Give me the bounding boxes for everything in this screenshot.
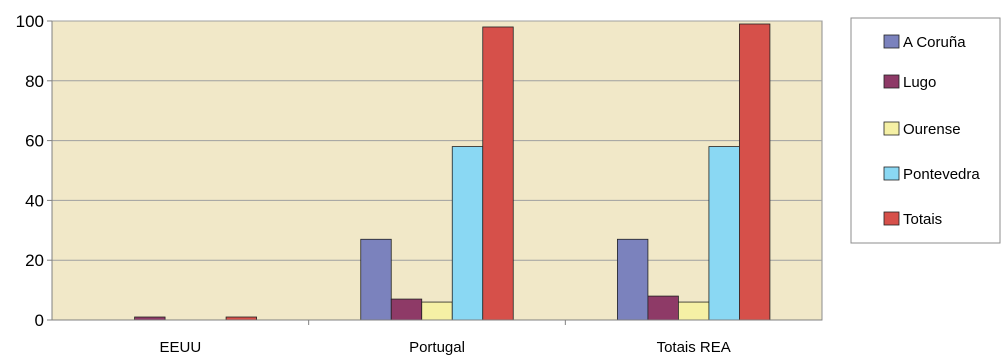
plot-background: [51, 20, 823, 321]
x-tick-label: EEUU: [159, 339, 201, 356]
y-tick-label: 20: [25, 251, 44, 270]
legend-label: Lugo: [903, 74, 936, 91]
axes: 0 20 40 60 80 100 EEUU Portugal Totais REA: [16, 12, 822, 356]
x-tick-label: Totais REA: [657, 339, 731, 356]
bar-ourense-totais-rea: [678, 301, 710, 321]
bar-pontevedra-portugal: [451, 146, 484, 321]
legend-label: A Coruña: [903, 34, 966, 51]
x-tick-label: Portugal: [409, 339, 465, 356]
bar-a-coru-a-totais-rea: [617, 238, 649, 321]
legend-label: Totais: [903, 211, 942, 228]
bar-a-coru-a-portugal: [360, 238, 392, 321]
legend-swatch: [883, 166, 900, 181]
y-tick-label: 60: [25, 132, 44, 151]
legend: A Coruña Lugo Ourense Pontevedra Totais: [850, 17, 1001, 244]
y-tick-label: 100: [16, 12, 44, 31]
legend-swatch: [883, 121, 900, 136]
plot-area: [51, 20, 823, 321]
y-tick-label: 40: [25, 191, 44, 210]
bar-totais-portugal: [482, 26, 514, 321]
legend-label: Ourense: [903, 121, 961, 138]
legend-label: Pontevedra: [903, 166, 980, 183]
y-tick-label: 0: [35, 311, 44, 330]
bar-ourense-portugal: [421, 301, 453, 321]
legend-swatch: [883, 74, 900, 89]
legend-swatch: [883, 211, 900, 226]
bar-lugo-totais-rea: [647, 295, 679, 321]
legend-swatch: [883, 34, 900, 49]
y-tick-label: 80: [25, 72, 44, 91]
bar-lugo-portugal: [390, 298, 423, 321]
legend-box: [850, 17, 1001, 244]
bar-totais-totais-rea: [739, 23, 771, 321]
bar-pontevedra-totais-rea: [708, 146, 740, 321]
